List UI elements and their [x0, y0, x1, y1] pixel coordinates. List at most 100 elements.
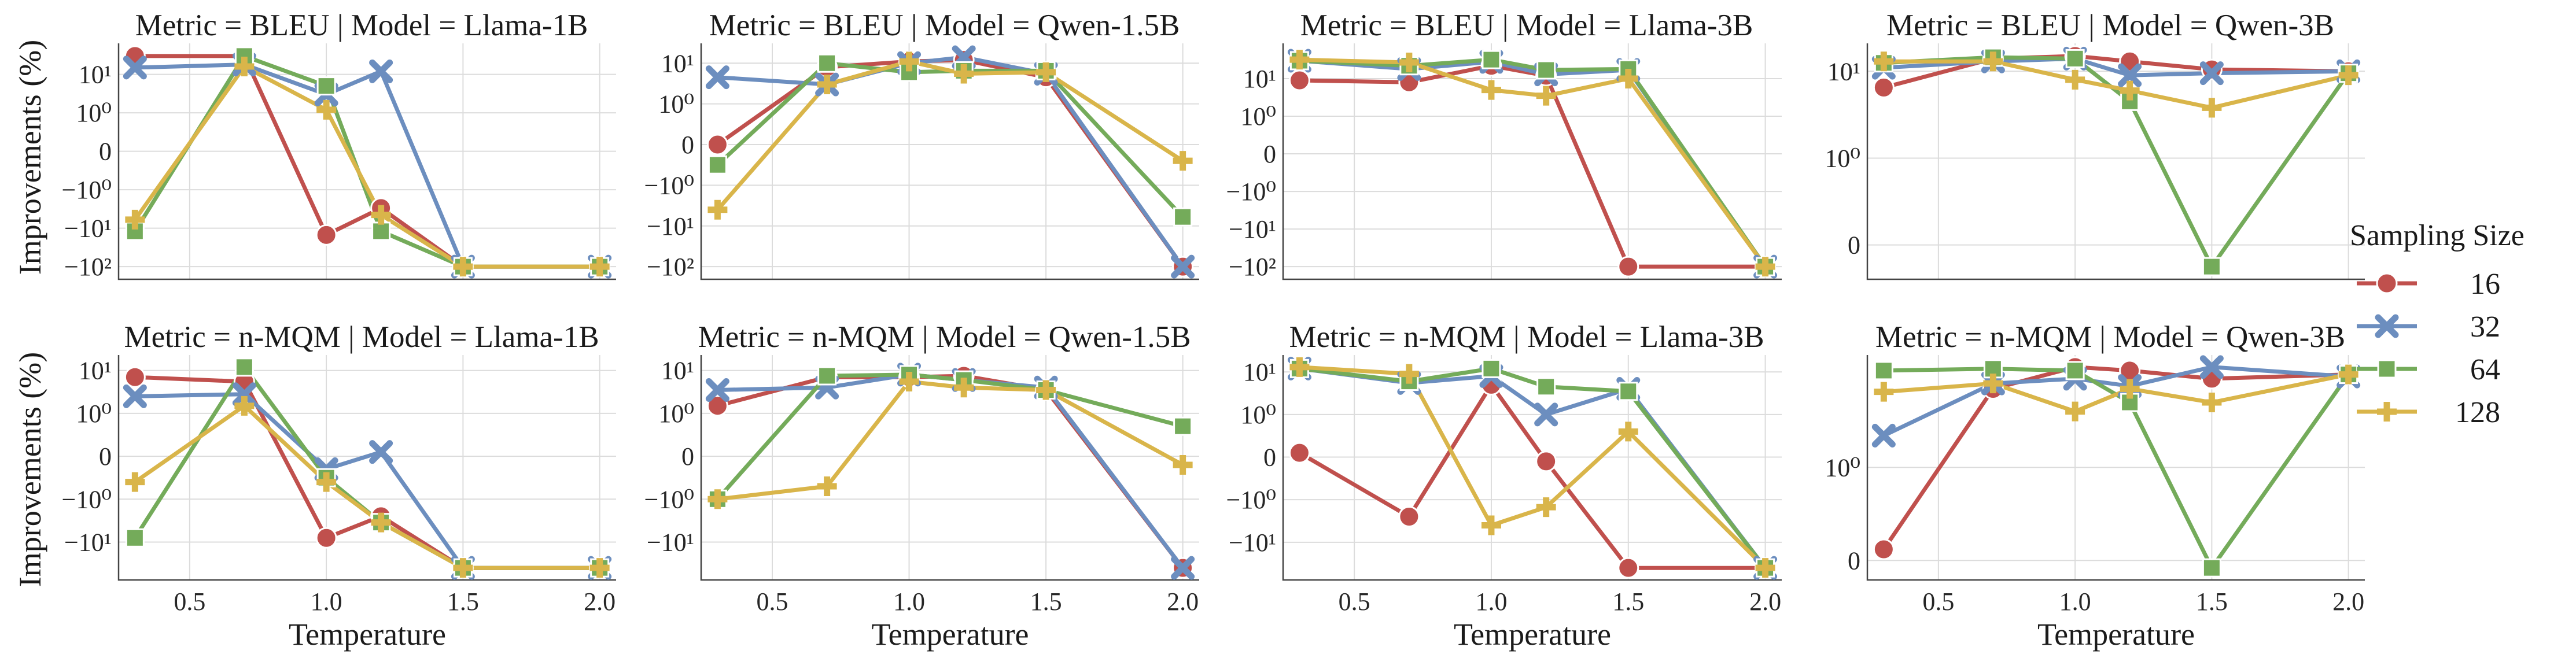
legend-item-128: 128	[2357, 396, 2500, 429]
panel-title: Metric = n-MQM | Model = Llama-3B	[1289, 320, 1764, 354]
x-tick-label: 1.0	[893, 587, 925, 616]
data-point-128	[817, 75, 837, 95]
ylabel-bottom: Improvements (%)	[13, 352, 47, 587]
series-line-128	[133, 64, 600, 269]
data-point-32	[705, 378, 729, 402]
data-point-64	[1536, 60, 1556, 80]
series-line-16	[716, 58, 1185, 268]
data-point-64	[1482, 358, 1501, 378]
y-tick-label: 10⁰	[1240, 401, 1276, 429]
legend-item-64: 64	[2357, 353, 2500, 386]
y-tick-label: 0	[1263, 443, 1276, 472]
y-tick-label: 0	[681, 131, 694, 159]
series-line-128	[134, 404, 600, 570]
data-point-128	[1983, 374, 2003, 394]
series-line-64	[716, 61, 1185, 219]
series-line-64	[716, 372, 1184, 501]
data-point-128	[954, 378, 974, 398]
data-point-64	[2202, 257, 2221, 276]
y-tick-label: 10¹	[1827, 57, 1860, 86]
series-line-128	[1299, 57, 1767, 268]
axes-spine	[1866, 355, 2365, 581]
x-tick-label: 1.5	[2196, 587, 2228, 616]
data-point-128	[125, 472, 145, 492]
data-point-128	[1399, 52, 1419, 72]
data-point-64	[817, 53, 837, 73]
y-tick-label: −10¹	[1229, 215, 1276, 243]
data-point-16	[1288, 69, 1310, 91]
series-line-128	[1299, 365, 1767, 570]
x-tick-label: 1.5	[447, 587, 479, 616]
panel-title: Metric = BLEU | Model = Qwen-3B	[1886, 9, 2334, 42]
data-point-128	[371, 205, 391, 225]
ylabel-top: Improvements (%)	[13, 40, 47, 275]
y-tick-label: −10⁰	[1226, 178, 1276, 206]
data-point-16	[124, 366, 146, 388]
axes-spine	[700, 355, 1199, 581]
x-tick-label: 2.0	[584, 587, 616, 616]
series-line-32	[717, 372, 1185, 570]
x-axis-label: Temperature	[289, 617, 446, 652]
legend-marker	[2375, 314, 2399, 338]
series-line-32	[1299, 366, 1767, 570]
data-point-128	[1755, 257, 1775, 277]
series-line-16	[135, 54, 600, 269]
data-point-64	[2202, 558, 2221, 578]
data-point-16	[706, 395, 728, 417]
data-point-128	[1399, 364, 1419, 384]
series-line-32	[1882, 365, 2349, 438]
data-point-128	[2065, 69, 2085, 90]
data-point-128	[1618, 69, 1638, 89]
panel-3: 10¹ 10⁰ 0 −10⁰ −10¹ −10² Metric = BLEU | Model…	[1226, 9, 1782, 281]
data-point-32	[123, 384, 147, 408]
data-point-128	[1289, 357, 1310, 377]
data-point-128	[1036, 62, 1056, 82]
data-point-32	[1171, 254, 1195, 279]
series-line-64	[133, 54, 600, 269]
data-point-128	[316, 472, 337, 492]
data-point-32	[1871, 423, 1896, 448]
x-tick-label: 2.0	[1167, 587, 1199, 616]
axes-spine	[1866, 43, 2365, 280]
y-tick-label: 0	[681, 442, 694, 471]
data-point-32	[1534, 402, 1558, 427]
data-point-64	[1536, 377, 1556, 397]
data-point-128	[1536, 497, 1556, 518]
y-tick-label: −10⁰	[644, 171, 694, 199]
series-line-64	[1884, 367, 2350, 570]
series-line-16	[717, 374, 1185, 570]
y-tick-label: 10⁰	[76, 400, 112, 428]
data-point-16	[1873, 538, 1895, 560]
x-axis-label: Temperature	[871, 617, 1029, 652]
data-point-128	[1289, 50, 1310, 70]
series-line-16	[1299, 64, 1766, 269]
x-axis-label: Temperature	[2037, 617, 2195, 652]
data-point-64	[1173, 207, 1193, 227]
data-point-64	[2065, 49, 2085, 68]
legend-label: 16	[2470, 268, 2500, 301]
data-point-128	[1536, 86, 1556, 106]
x-tick-label: 1.5	[1030, 587, 1062, 616]
data-point-64	[371, 221, 391, 241]
y-tick-label: 10⁰	[1825, 453, 1860, 482]
data-point-64	[817, 366, 837, 386]
y-tick-label: 10⁰	[1825, 144, 1860, 172]
data-point-64	[234, 357, 254, 377]
y-tick-label: 10⁰	[658, 90, 694, 119]
data-point-128	[1874, 51, 1894, 72]
data-point-128	[234, 57, 255, 77]
data-point-32	[369, 59, 393, 83]
panel-6: 0.5 1.0 1.5 2.0 10¹ 10⁰ 0 −10⁰ −10¹ Metric = n-MQ…	[644, 320, 1199, 652]
x-tick-label: 1.5	[1612, 587, 1644, 616]
y-tick-label: −10¹	[64, 528, 112, 556]
axes-spine	[117, 43, 616, 280]
y-tick-label: −10¹	[647, 212, 694, 241]
data-point-128	[817, 476, 837, 497]
data-point-32	[705, 65, 729, 90]
y-tick-label: −10²	[64, 253, 112, 281]
x-tick-label: 2.0	[2332, 587, 2364, 616]
data-point-128	[125, 209, 145, 230]
data-point-128	[1173, 151, 1193, 171]
axes-spine	[1282, 43, 1782, 280]
series-line-16	[1298, 382, 1766, 570]
